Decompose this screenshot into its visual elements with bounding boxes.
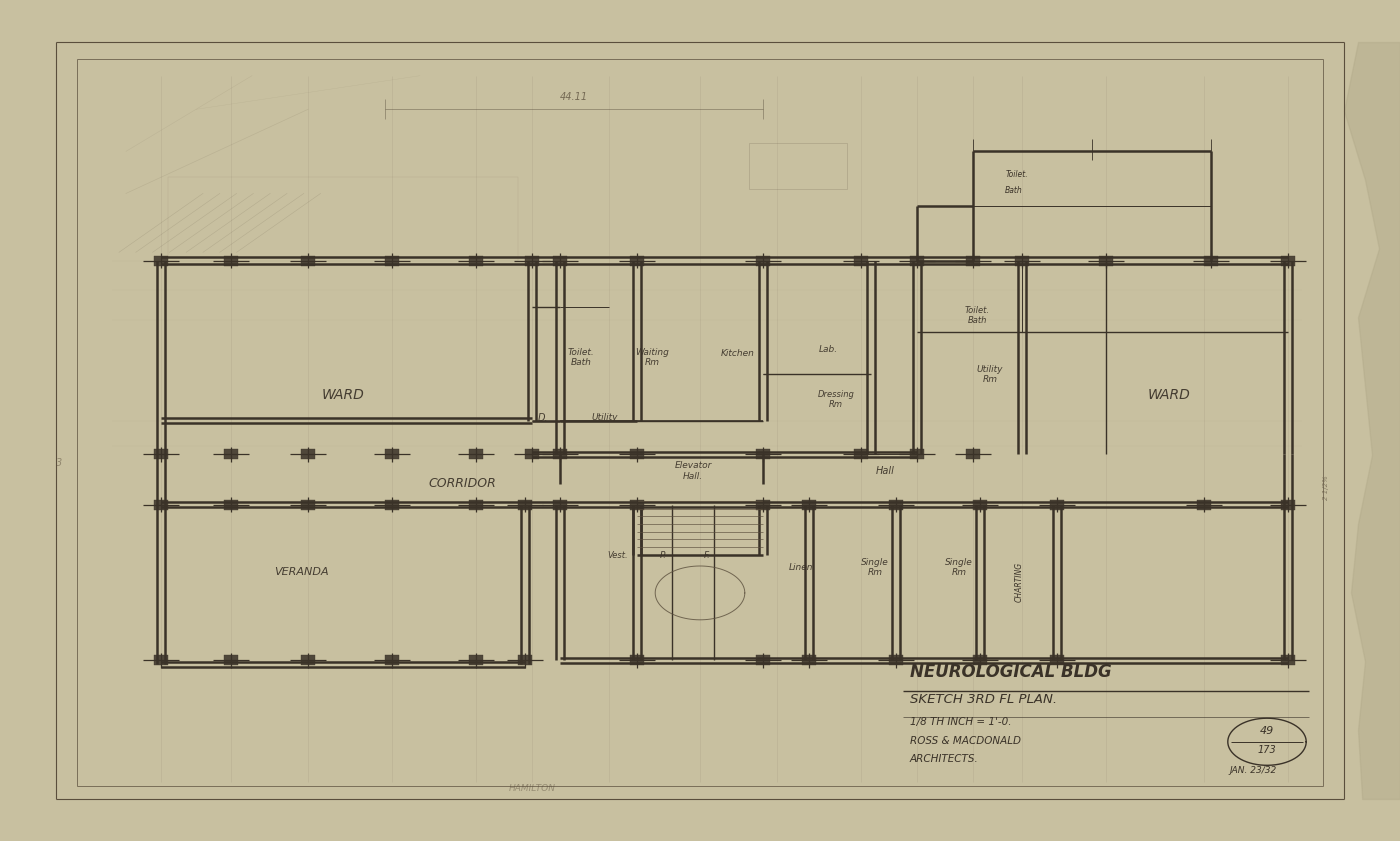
Text: 44.11: 44.11 (560, 92, 588, 102)
Text: Utility: Utility (592, 414, 617, 422)
Text: Linen: Linen (788, 563, 813, 572)
Bar (385, 500, 399, 510)
Bar (756, 655, 770, 665)
Bar (518, 655, 532, 665)
Bar (301, 256, 315, 266)
Bar (630, 256, 644, 266)
Text: WARD: WARD (1148, 389, 1190, 402)
Text: Bath: Bath (1005, 187, 1023, 195)
Bar (553, 256, 567, 266)
Text: Dressing
Rm: Dressing Rm (818, 389, 854, 410)
Bar (854, 256, 868, 266)
Bar (756, 449, 770, 459)
Bar (469, 449, 483, 459)
Bar (224, 500, 238, 510)
Bar (553, 500, 567, 510)
Bar (630, 655, 644, 665)
Text: VERANDA: VERANDA (273, 567, 329, 577)
Text: Toilet.
Bath: Toilet. Bath (965, 305, 990, 325)
Bar (301, 655, 315, 665)
Bar (889, 655, 903, 665)
Bar (756, 500, 770, 510)
Bar (910, 449, 924, 459)
Bar (525, 449, 539, 459)
Bar (973, 500, 987, 510)
Text: 49: 49 (1260, 726, 1274, 736)
Bar (1050, 655, 1064, 665)
Text: Lab.: Lab. (819, 345, 839, 353)
Bar (1099, 256, 1113, 266)
Bar (154, 655, 168, 665)
Text: Waiting
Rm: Waiting Rm (636, 347, 669, 368)
Bar (966, 256, 980, 266)
Bar (966, 449, 980, 459)
Text: P.: P. (661, 551, 668, 559)
Text: 173: 173 (1257, 745, 1277, 755)
Bar (630, 449, 644, 459)
Text: Hall: Hall (875, 466, 895, 476)
Text: ROSS & MACDONALD: ROSS & MACDONALD (910, 736, 1021, 746)
Bar (1281, 500, 1295, 510)
Text: CORRIDOR: CORRIDOR (428, 477, 496, 490)
Bar (154, 449, 168, 459)
Bar (1197, 500, 1211, 510)
Text: Vest.: Vest. (608, 551, 627, 559)
Bar (1281, 655, 1295, 665)
Bar (802, 500, 816, 510)
Bar (854, 449, 868, 459)
Text: HAMILTON: HAMILTON (508, 785, 556, 793)
Text: Toilet.: Toilet. (1005, 170, 1028, 178)
Text: JAN. 23/32: JAN. 23/32 (1229, 766, 1277, 775)
Bar (385, 655, 399, 665)
Text: F.: F. (704, 551, 710, 559)
Text: Single
Rm: Single Rm (861, 558, 889, 578)
Bar (469, 500, 483, 510)
Text: NEUROLOGICAL BLDG: NEUROLOGICAL BLDG (910, 664, 1112, 681)
Bar (1204, 256, 1218, 266)
Bar (553, 449, 567, 459)
Bar (802, 655, 816, 665)
Text: Single
Rm: Single Rm (945, 558, 973, 578)
Text: D.: D. (538, 413, 549, 423)
Bar (385, 256, 399, 266)
Bar (385, 449, 399, 459)
Bar (154, 256, 168, 266)
Bar (301, 449, 315, 459)
Bar (224, 655, 238, 665)
Text: Utility
Rm: Utility Rm (977, 364, 1002, 384)
Text: SKETCH 3RD FL PLAN.: SKETCH 3RD FL PLAN. (910, 694, 1057, 706)
Text: 3: 3 (56, 458, 62, 468)
Bar (756, 256, 770, 266)
Text: Kitchen: Kitchen (721, 349, 755, 357)
Text: WARD: WARD (322, 389, 364, 402)
Bar (973, 655, 987, 665)
Bar (630, 500, 644, 510)
Bar (518, 500, 532, 510)
Bar (910, 256, 924, 266)
Bar (1015, 256, 1029, 266)
Bar (1281, 256, 1295, 266)
Bar (889, 500, 903, 510)
Bar (1050, 500, 1064, 510)
Bar (224, 449, 238, 459)
Bar (301, 500, 315, 510)
Bar (154, 500, 168, 510)
Bar (525, 256, 539, 266)
Text: 2 1/2%: 2 1/2% (1323, 475, 1329, 500)
Text: 1/8 TH INCH = 1'-0.: 1/8 TH INCH = 1'-0. (910, 717, 1011, 727)
Bar (469, 655, 483, 665)
Text: CHARTING: CHARTING (1015, 562, 1023, 602)
Text: Elevator
Hall.: Elevator Hall. (675, 461, 711, 481)
Text: Toilet.
Bath: Toilet. Bath (567, 347, 595, 368)
Bar (469, 256, 483, 266)
Bar (224, 256, 238, 266)
Text: ARCHITECTS.: ARCHITECTS. (910, 754, 979, 764)
